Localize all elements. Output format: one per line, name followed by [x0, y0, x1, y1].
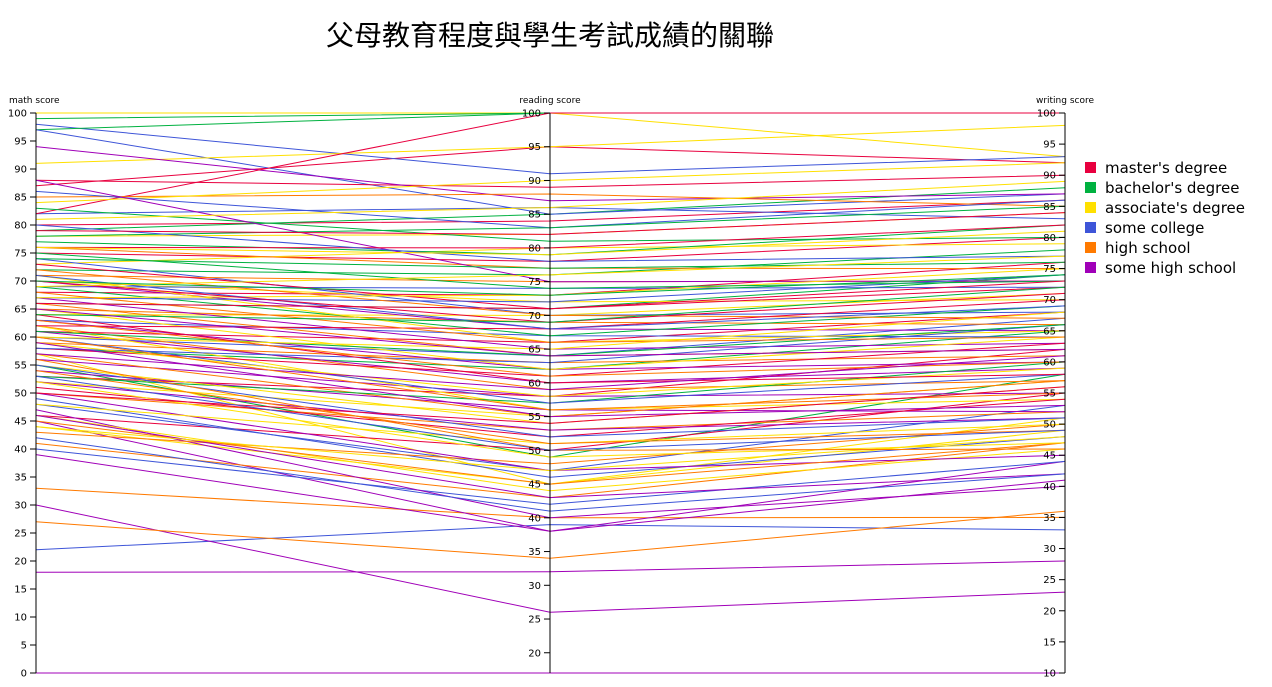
tick-label: 100 — [8, 109, 27, 120]
axis-writing-score: 10 15 20 25 30 35 40 45 50 55 60 65 70 75 80 85 90 95 100 w… — [1036, 96, 1095, 680]
tick-label: 40 — [14, 445, 27, 456]
tick-label: 40 — [1043, 482, 1056, 493]
tick-label: 80 — [1043, 233, 1056, 244]
tick-label: 75 — [528, 277, 541, 288]
legend-item: bachelor's degree — [1085, 179, 1239, 197]
tick-label: 85 — [14, 193, 27, 204]
axis-reading-score: 20 25 30 35 40 45 50 55 60 65 70 75 80 85 90 95 100 readi… — [519, 96, 581, 673]
legend-swatch — [1085, 222, 1096, 233]
tick-label: 15 — [14, 585, 27, 596]
tick-label: 95 — [1043, 140, 1056, 151]
tick-label: 95 — [528, 142, 541, 153]
tick-label: 30 — [14, 501, 27, 512]
tick-label: 45 — [1043, 451, 1056, 462]
tick-label: 25 — [528, 615, 541, 626]
legend-swatch — [1085, 242, 1096, 253]
tick-label: 55 — [528, 412, 541, 423]
legend-label: bachelor's degree — [1105, 179, 1239, 197]
tick-label: 95 — [14, 137, 27, 148]
tick-label: 80 — [14, 221, 27, 232]
tick-label: 65 — [528, 345, 541, 356]
tick-label: 75 — [14, 249, 27, 260]
tick-label: 50 — [528, 446, 541, 457]
tick-label: 35 — [528, 547, 541, 558]
tick-label: 100 — [522, 109, 541, 120]
legend-label: master's degree — [1105, 159, 1227, 177]
legend-item: high school — [1085, 239, 1191, 257]
tick-label: 20 — [1043, 606, 1056, 617]
tick-label: 50 — [14, 389, 27, 400]
tick-label: 70 — [14, 277, 27, 288]
tick-label: 90 — [528, 176, 541, 187]
tick-label: 20 — [14, 557, 27, 568]
legend-label: high school — [1105, 239, 1191, 257]
tick-label: 100 — [1037, 109, 1056, 120]
legend-item: associate's degree — [1085, 199, 1245, 217]
axes-layer: 0510152025303540455055606570758085909510… — [8, 96, 1095, 680]
tick-label: 40 — [528, 513, 541, 524]
tick-label: 25 — [14, 529, 27, 540]
legend-swatch — [1085, 202, 1096, 213]
tick-label: 25 — [1043, 575, 1056, 586]
tick-label: 15 — [1043, 637, 1056, 648]
tick-label: 55 — [14, 361, 27, 372]
tick-label: 30 — [1043, 544, 1056, 555]
axis-title: reading score — [519, 96, 581, 106]
tick-label: 35 — [1043, 513, 1056, 524]
tick-label: 10 — [1043, 669, 1056, 680]
legend-label: associate's degree — [1105, 199, 1245, 217]
legend-item: some college — [1085, 219, 1204, 237]
legend: master's degree bachelor's degree associat… — [1085, 159, 1245, 277]
tick-label: 75 — [1043, 264, 1056, 275]
legend-swatch — [1085, 182, 1096, 193]
tick-label: 85 — [1043, 202, 1056, 213]
tick-label: 5 — [21, 641, 27, 652]
tick-label: 90 — [1043, 171, 1056, 182]
tick-label: 80 — [528, 243, 541, 254]
tick-label: 70 — [1043, 295, 1056, 306]
tick-label: 45 — [14, 417, 27, 428]
legend-label: some college — [1105, 219, 1204, 237]
tick-label: 60 — [528, 378, 541, 389]
legend-swatch — [1085, 262, 1096, 273]
tick-label: 35 — [14, 473, 27, 484]
tick-label: 50 — [1043, 420, 1056, 431]
tick-label: 0 — [21, 669, 27, 680]
tick-label: 60 — [14, 333, 27, 344]
legend-label: some high school — [1105, 259, 1236, 277]
tick-label: 45 — [528, 480, 541, 491]
tick-label: 20 — [528, 648, 541, 659]
legend-swatch — [1085, 162, 1096, 173]
axis-title: writing score — [1036, 96, 1095, 106]
axis-title: math score — [9, 96, 60, 106]
tick-label: 55 — [1043, 389, 1056, 400]
chart-title: 父母教育程度與學生考試成績的關聯 — [326, 19, 775, 52]
tick-label: 90 — [14, 165, 27, 176]
legend-item: master's degree — [1085, 159, 1227, 177]
axis-math-score: 0 5 10 15 20 25 30 35 40 45 50 55 60 65 70 75 80 85 90 95 10… — [8, 96, 60, 680]
legend-item: some high school — [1085, 259, 1236, 277]
tick-label: 65 — [14, 305, 27, 316]
tick-label: 60 — [1043, 357, 1056, 368]
tick-label: 30 — [528, 581, 541, 592]
tick-label: 85 — [528, 210, 541, 221]
tick-label: 70 — [528, 311, 541, 322]
tick-label: 10 — [14, 613, 27, 624]
tick-label: 65 — [1043, 326, 1056, 337]
